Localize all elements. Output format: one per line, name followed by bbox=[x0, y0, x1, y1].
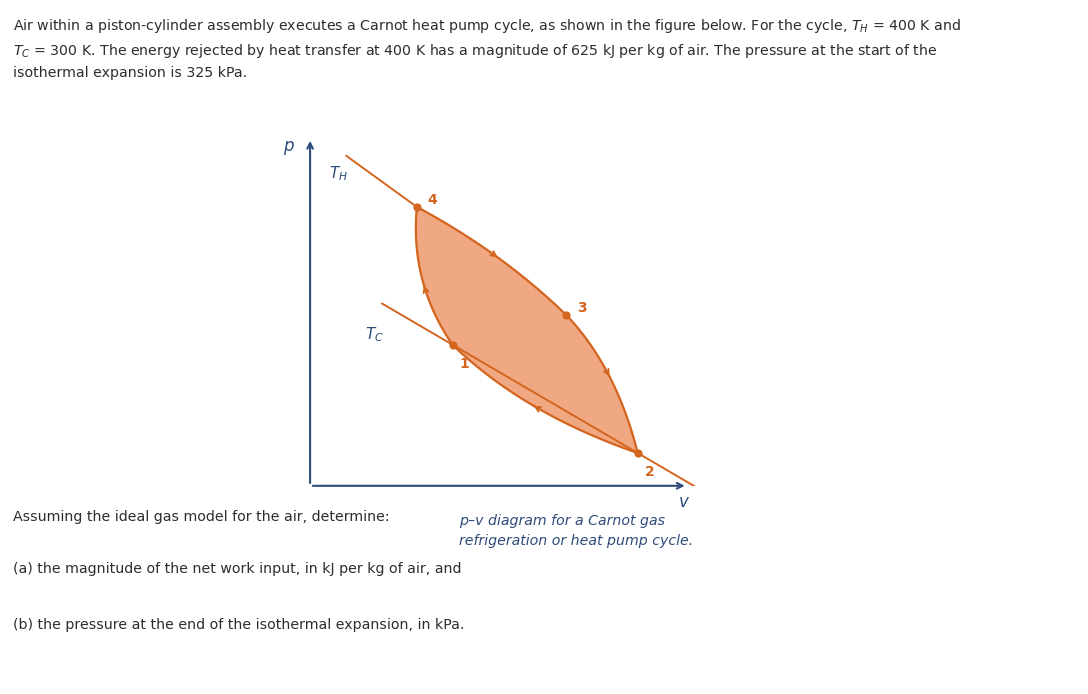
Polygon shape bbox=[416, 207, 638, 453]
Point bbox=[558, 310, 576, 321]
Text: 1: 1 bbox=[459, 357, 469, 371]
Text: (b) the pressure at the end of the isothermal expansion, in kPa.: (b) the pressure at the end of the isoth… bbox=[13, 618, 465, 632]
Text: $p$: $p$ bbox=[283, 139, 295, 157]
Point bbox=[444, 339, 461, 350]
Text: $T_C$: $T_C$ bbox=[364, 325, 384, 344]
Text: $T_H$: $T_H$ bbox=[329, 164, 348, 183]
Text: $T_C$ = 300 K. The energy rejected by heat transfer at 400 K has a magnitude of : $T_C$ = 300 K. The energy rejected by he… bbox=[13, 42, 937, 60]
Text: isothermal expansion is 325 kPa.: isothermal expansion is 325 kPa. bbox=[13, 66, 247, 80]
Text: $v$: $v$ bbox=[678, 493, 690, 511]
Text: Assuming the ideal gas model for the air, determine:: Assuming the ideal gas model for the air… bbox=[13, 510, 390, 524]
Text: 2: 2 bbox=[645, 465, 655, 479]
Text: p–v diagram for a Carnot gas
refrigeration or heat pump cycle.: p–v diagram for a Carnot gas refrigerati… bbox=[459, 514, 693, 548]
Text: Air within a piston-cylinder assembly executes a Carnot heat pump cycle, as show: Air within a piston-cylinder assembly ex… bbox=[13, 17, 961, 35]
Point bbox=[629, 448, 646, 459]
Point bbox=[408, 201, 425, 212]
Text: (a) the magnitude of the net work input, in kJ per kg of air, and: (a) the magnitude of the net work input,… bbox=[13, 562, 461, 576]
Text: 4: 4 bbox=[428, 193, 437, 207]
Text: 3: 3 bbox=[577, 301, 586, 315]
